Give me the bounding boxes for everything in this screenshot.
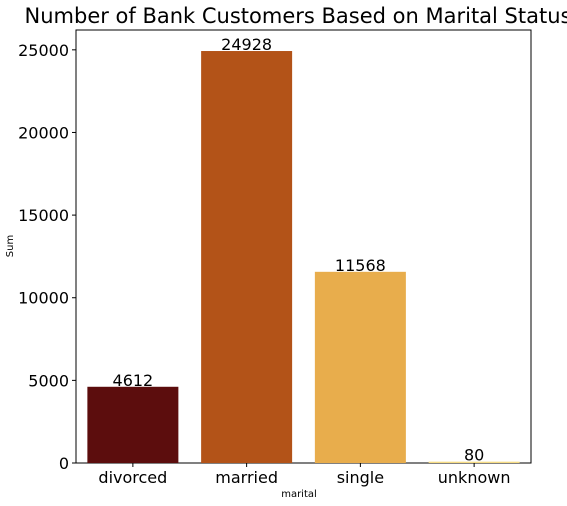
chart-title: Number of Bank Customers Based on Marita… (25, 4, 567, 28)
y-tick-label: 15000 (18, 206, 69, 225)
y-tick-label: 5000 (28, 371, 69, 390)
bar-unknown (428, 461, 520, 463)
y-tick-label: 20000 (18, 123, 69, 142)
x-tick-label-married: married (215, 468, 278, 487)
x-tick-label-unknown: unknown (438, 468, 511, 487)
plot-frame (75, 29, 532, 464)
plot-area: 0 5000 10000 15000 20000 25000 divorced 4612 mar… (18, 29, 532, 487)
y-tick-label: 0 (59, 454, 69, 473)
y-tick-label: 10000 (18, 289, 69, 308)
y-tick-label: 25000 (18, 41, 69, 60)
bar-single (314, 271, 406, 463)
y-axis-label: Sum (5, 235, 16, 257)
x-axis-label: marital (281, 489, 317, 500)
data-label-single: 11568 (335, 256, 386, 275)
bar-divorced (87, 386, 179, 463)
x-tick-label-divorced: divorced (98, 468, 167, 487)
data-label-married: 24928 (221, 35, 272, 54)
data-label-divorced: 4612 (113, 371, 154, 390)
x-tick-label-single: single (337, 468, 384, 487)
bar-married (201, 51, 293, 464)
data-label-unknown: 80 (464, 446, 484, 465)
